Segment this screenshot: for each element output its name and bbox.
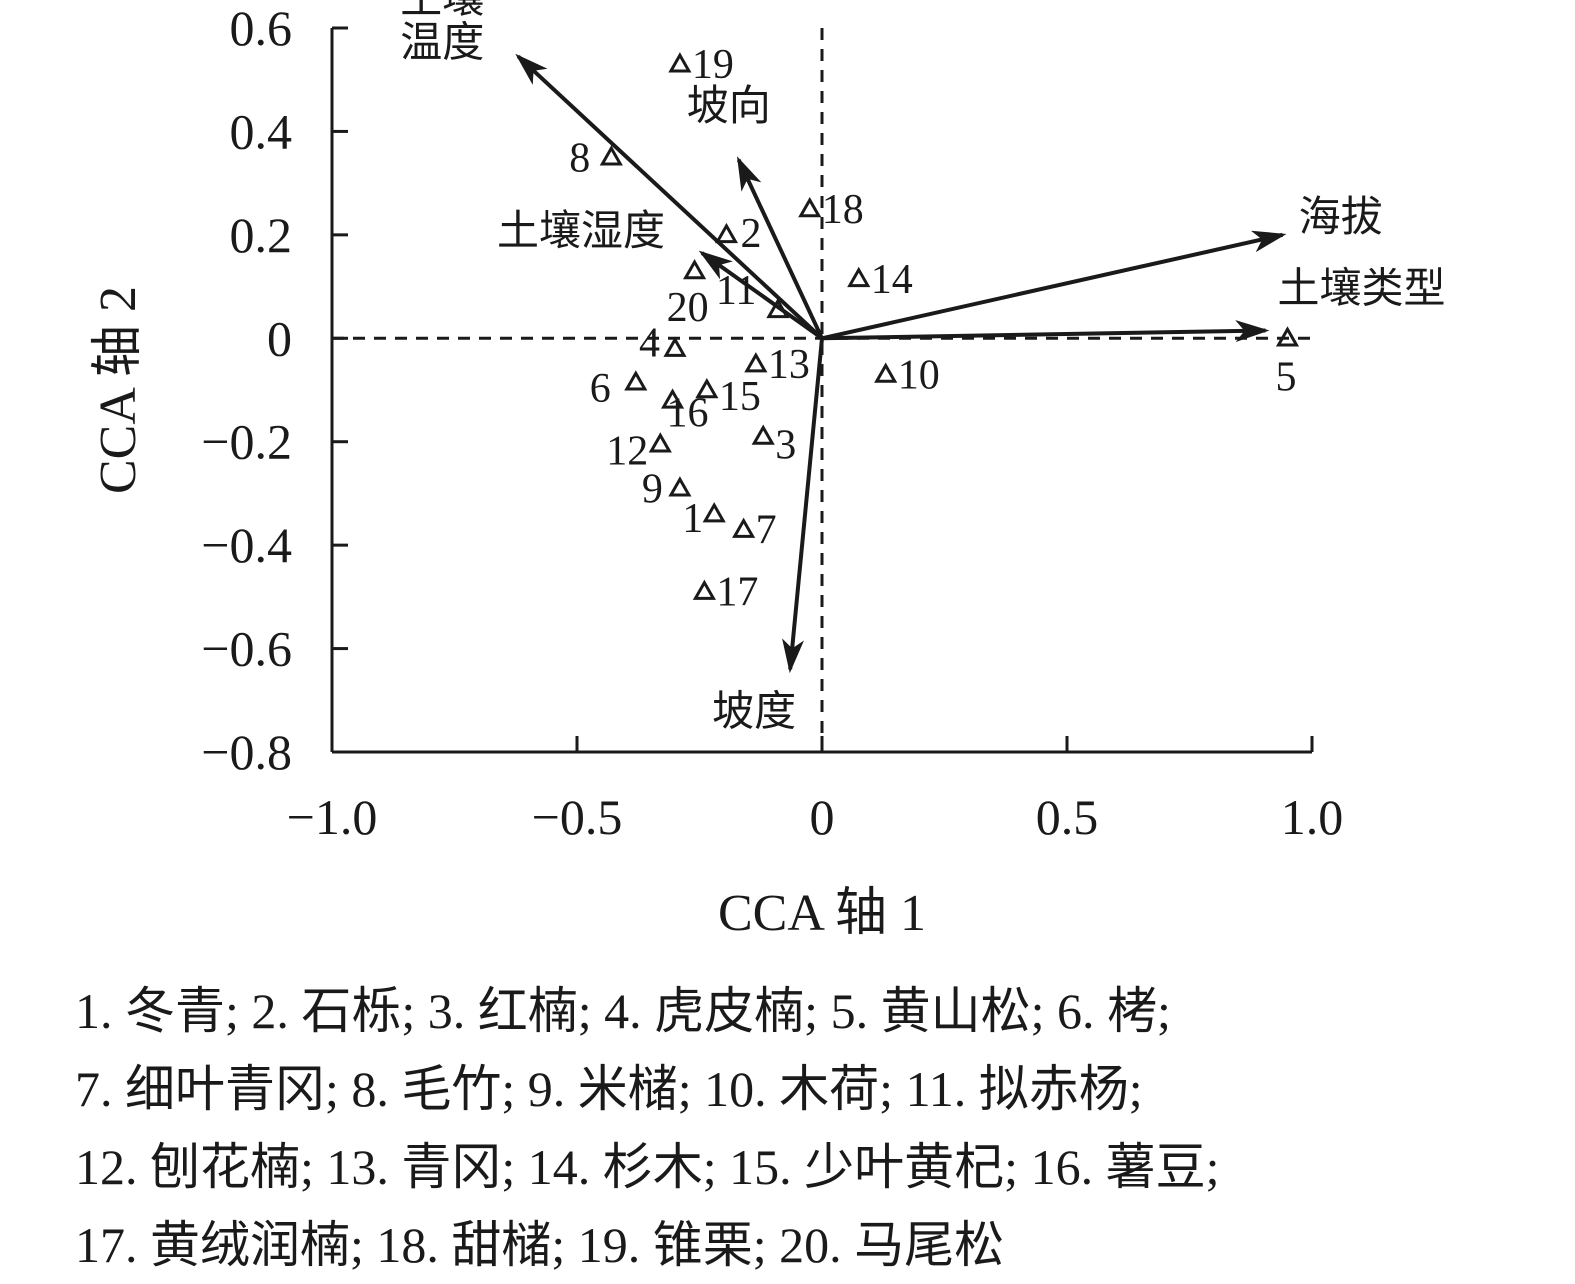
vector-arrow [736,156,824,340]
species-point-marker [660,388,685,409]
species-point-label: 4 [639,321,660,367]
vector-label: 土壤类型 [1277,266,1445,313]
x-tick-label: 0 [810,789,835,845]
vector-arrow [515,53,824,340]
species-point-label: 1 [682,496,703,542]
vector-arrow [782,338,824,674]
vector-label: 土壤 [400,0,484,22]
species-point-marker [599,145,623,166]
x-tick-label: −1.0 [287,789,378,845]
x-tick-label: 0.5 [1036,789,1099,845]
species-point-label: 8 [569,135,590,181]
axes: 0.6 0.4 0.2 0 −0.2 −0.4 −0.6 −0.8 −1.0 −0.5 0 0.5 1.… [201,0,1343,845]
y-tick-label: 0.2 [230,207,293,263]
legend-line: 12. 刨花楠; 13. 青冈; 14. 杉木; 15. 少叶黄杞; 16. 薯… [75,1139,1220,1195]
species-point-label: 10 [898,352,940,398]
x-axis-title: CCA 轴 1 [718,885,926,942]
vector-label: 土壤湿度 [497,208,665,255]
species-point-label: 9 [642,466,663,512]
species-point-label: 18 [822,187,864,233]
species-point-marker [847,266,871,288]
y-axis-title: CCA 轴 2 [90,286,147,494]
y-tick-label: 0.6 [230,0,293,56]
vector-label: 坡度 [712,689,796,735]
y-tick-label: −0.6 [201,621,292,677]
vector-label: 坡向 [687,84,771,130]
vector-label: 海拔 [1299,195,1383,241]
species-point-marker [648,432,672,453]
y-tick-label: −0.8 [201,724,292,780]
y-tick-label: 0 [267,310,292,366]
species-point-marker [751,424,775,445]
species-point-label: 13 [768,342,810,388]
species-point-marker [744,352,768,373]
y-tick-label: −0.2 [201,414,292,470]
species-point-label: 7 [756,508,777,554]
species-point-marker [1275,326,1300,347]
species-legend: 1. 冬青; 2. 石栎; 3. 红楠; 4. 虎皮楠; 5. 黄山松; 6. … [75,972,1555,1284]
y-tick-label: 0.4 [230,103,293,159]
legend-line: 17. 黄绒润楠; 18. 甜槠; 19. 锥栗; 20. 马尾松 [75,1217,1005,1273]
x-tick-label: −0.5 [532,789,623,845]
vector-label: 温度 [400,20,484,66]
species-point-marker [732,517,756,538]
species-point-marker [668,52,692,73]
species-point-marker [663,336,687,357]
species-point-marker [874,362,898,383]
species-point-marker [683,259,707,280]
species-point-label: 12 [606,428,648,474]
species-point-label: 5 [1276,354,1297,400]
species-point-marker [766,297,790,319]
species-point-marker [668,476,692,497]
species-point-label: 17 [716,570,758,616]
cca-biplot: 0.6 0.4 0.2 0 −0.2 −0.4 −0.6 −0.8 −1.0 −0.5 0 0.5 1.… [90,0,1445,942]
species-point-marker [702,502,726,523]
species-point-marker [798,196,822,218]
species-point-marker [695,377,719,399]
species-point-label: 16 [667,390,709,436]
species-point-marker [624,370,648,391]
vector-arrow [821,320,1270,343]
y-tick-label: −0.4 [201,517,292,573]
vector-arrow [698,250,824,340]
species-point-label: 11 [716,268,756,314]
species-point-marker [714,222,739,244]
species-point-label: 2 [740,211,761,257]
species-point-marker [692,579,716,600]
x-tick-label: 1.0 [1281,789,1344,845]
vector-arrow [821,230,1287,341]
axis-titles: CCA 轴 1 CCA 轴 2 [90,286,926,942]
reference-lines [332,28,1312,752]
species-point-label: 19 [692,42,734,88]
legend-line: 1. 冬青; 2. 石栎; 3. 红楠; 4. 虎皮楠; 5. 黄山松; 6. … [75,983,1171,1039]
legend-line: 7. 细叶青冈; 8. 毛竹; 9. 米槠; 10. 木荷; 11. 拟赤杨; [75,1061,1143,1117]
species-point-label: 6 [590,366,611,412]
species-point-label: 20 [667,285,709,331]
species-point-label: 15 [719,374,761,420]
species-point-label: 14 [871,257,913,303]
species-point-label: 3 [775,423,796,469]
